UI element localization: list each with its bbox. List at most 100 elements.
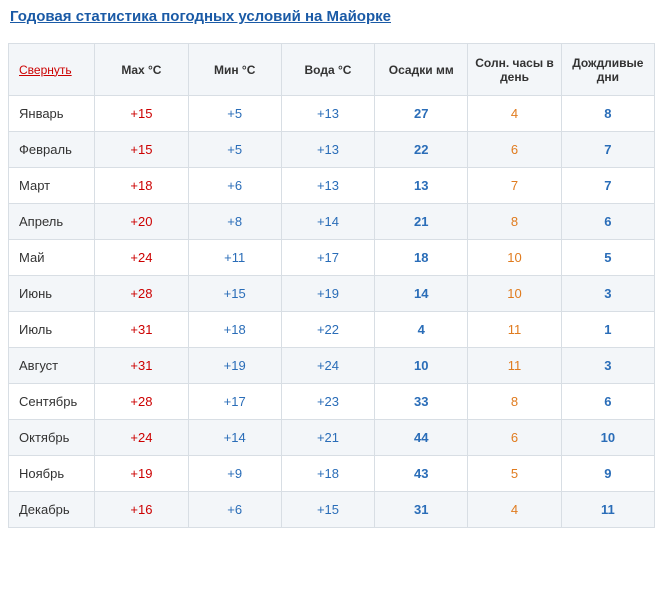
cell-min: +18 (188, 312, 281, 348)
cell-min: +6 (188, 168, 281, 204)
cell-sun: 4 (468, 492, 561, 528)
cell-max: +16 (95, 492, 188, 528)
col-header-rain: Дождливые дни (561, 44, 654, 96)
cell-month: Июнь (9, 276, 95, 312)
cell-sun: 5 (468, 456, 561, 492)
cell-max: +18 (95, 168, 188, 204)
cell-rain: 3 (561, 348, 654, 384)
table-row: Май+24+11+1718105 (9, 240, 655, 276)
cell-precip: 44 (375, 420, 468, 456)
cell-month: Июль (9, 312, 95, 348)
cell-water: +15 (281, 492, 374, 528)
col-header-max: Max °C (95, 44, 188, 96)
cell-min: +9 (188, 456, 281, 492)
cell-min: +5 (188, 96, 281, 132)
cell-sun: 4 (468, 96, 561, 132)
cell-precip: 14 (375, 276, 468, 312)
cell-sun: 8 (468, 384, 561, 420)
cell-max: +31 (95, 312, 188, 348)
cell-max: +28 (95, 384, 188, 420)
cell-rain: 7 (561, 132, 654, 168)
cell-precip: 33 (375, 384, 468, 420)
cell-month: Сентябрь (9, 384, 95, 420)
cell-water: +13 (281, 96, 374, 132)
cell-sun: 11 (468, 312, 561, 348)
cell-max: +24 (95, 240, 188, 276)
cell-min: +15 (188, 276, 281, 312)
cell-rain: 1 (561, 312, 654, 348)
cell-min: +11 (188, 240, 281, 276)
cell-month: Ноябрь (9, 456, 95, 492)
cell-max: +31 (95, 348, 188, 384)
cell-month: Март (9, 168, 95, 204)
col-header-min: Мин °C (188, 44, 281, 96)
col-header-sun: Солн. часы в день (468, 44, 561, 96)
cell-water: +18 (281, 456, 374, 492)
cell-max: +19 (95, 456, 188, 492)
cell-month: Декабрь (9, 492, 95, 528)
table-row: Июнь+28+15+1914103 (9, 276, 655, 312)
cell-precip: 43 (375, 456, 468, 492)
cell-min: +14 (188, 420, 281, 456)
table-row: Февраль+15+5+132267 (9, 132, 655, 168)
cell-water: +17 (281, 240, 374, 276)
cell-rain: 9 (561, 456, 654, 492)
cell-water: +13 (281, 168, 374, 204)
cell-month: Май (9, 240, 95, 276)
cell-rain: 6 (561, 384, 654, 420)
table-row: Декабрь+16+6+1531411 (9, 492, 655, 528)
table-row: Октябрь+24+14+2144610 (9, 420, 655, 456)
cell-precip: 21 (375, 204, 468, 240)
cell-sun: 6 (468, 132, 561, 168)
cell-max: +28 (95, 276, 188, 312)
table-row: Сентябрь+28+17+233386 (9, 384, 655, 420)
cell-water: +24 (281, 348, 374, 384)
cell-max: +24 (95, 420, 188, 456)
cell-precip: 18 (375, 240, 468, 276)
cell-sun: 8 (468, 204, 561, 240)
cell-rain: 8 (561, 96, 654, 132)
table-row: Январь+15+5+132748 (9, 96, 655, 132)
cell-precip: 4 (375, 312, 468, 348)
cell-min: +17 (188, 384, 281, 420)
col-header-precip: Осадки мм (375, 44, 468, 96)
cell-water: +21 (281, 420, 374, 456)
cell-sun: 10 (468, 276, 561, 312)
table-row: Июль+31+18+224111 (9, 312, 655, 348)
cell-month: Апрель (9, 204, 95, 240)
cell-precip: 22 (375, 132, 468, 168)
cell-water: +14 (281, 204, 374, 240)
cell-rain: 3 (561, 276, 654, 312)
table-row: Ноябрь+19+9+184359 (9, 456, 655, 492)
cell-water: +23 (281, 384, 374, 420)
cell-min: +8 (188, 204, 281, 240)
table-row: Апрель+20+8+142186 (9, 204, 655, 240)
cell-precip: 13 (375, 168, 468, 204)
cell-max: +15 (95, 132, 188, 168)
col-header-water: Вода °C (281, 44, 374, 96)
cell-rain: 7 (561, 168, 654, 204)
collapse-header-cell: Свернуть (9, 44, 95, 96)
cell-min: +19 (188, 348, 281, 384)
cell-sun: 6 (468, 420, 561, 456)
cell-max: +15 (95, 96, 188, 132)
table-header-row: Свернуть Max °C Мин °C Вода °C Осадки мм… (9, 44, 655, 96)
collapse-link[interactable]: Свернуть (19, 63, 72, 77)
page-title[interactable]: Годовая статистика погодных условий на М… (10, 8, 391, 25)
cell-sun: 10 (468, 240, 561, 276)
cell-month: Январь (9, 96, 95, 132)
cell-min: +6 (188, 492, 281, 528)
cell-precip: 10 (375, 348, 468, 384)
cell-month: Август (9, 348, 95, 384)
cell-rain: 11 (561, 492, 654, 528)
cell-precip: 31 (375, 492, 468, 528)
cell-sun: 11 (468, 348, 561, 384)
cell-month: Февраль (9, 132, 95, 168)
weather-table: Свернуть Max °C Мин °C Вода °C Осадки мм… (8, 43, 655, 528)
cell-precip: 27 (375, 96, 468, 132)
table-row: Август+31+19+2410113 (9, 348, 655, 384)
cell-sun: 7 (468, 168, 561, 204)
cell-water: +13 (281, 132, 374, 168)
cell-max: +20 (95, 204, 188, 240)
cell-month: Октябрь (9, 420, 95, 456)
